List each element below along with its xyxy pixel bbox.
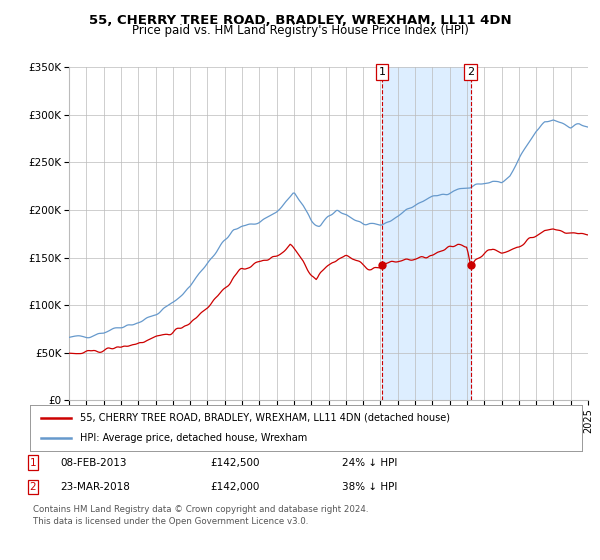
Text: £142,500: £142,500 (210, 458, 260, 468)
Text: 08-FEB-2013: 08-FEB-2013 (60, 458, 127, 468)
Text: 23-MAR-2018: 23-MAR-2018 (60, 482, 130, 492)
Text: 1: 1 (29, 458, 37, 468)
Text: 2: 2 (467, 67, 474, 77)
Text: 1: 1 (379, 67, 386, 77)
Text: 55, CHERRY TREE ROAD, BRADLEY, WREXHAM, LL11 4DN (detached house): 55, CHERRY TREE ROAD, BRADLEY, WREXHAM, … (80, 413, 449, 423)
Text: 55, CHERRY TREE ROAD, BRADLEY, WREXHAM, LL11 4DN: 55, CHERRY TREE ROAD, BRADLEY, WREXHAM, … (89, 14, 511, 27)
Bar (382, 67, 471, 400)
Text: Price paid vs. HM Land Registry's House Price Index (HPI): Price paid vs. HM Land Registry's House … (131, 24, 469, 37)
Text: Contains HM Land Registry data © Crown copyright and database right 2024.
This d: Contains HM Land Registry data © Crown c… (33, 505, 368, 526)
Text: HPI: Average price, detached house, Wrexham: HPI: Average price, detached house, Wrex… (80, 433, 307, 443)
Text: £142,000: £142,000 (210, 482, 259, 492)
Text: 38% ↓ HPI: 38% ↓ HPI (342, 482, 397, 492)
Text: 24% ↓ HPI: 24% ↓ HPI (342, 458, 397, 468)
Text: 2: 2 (29, 482, 37, 492)
